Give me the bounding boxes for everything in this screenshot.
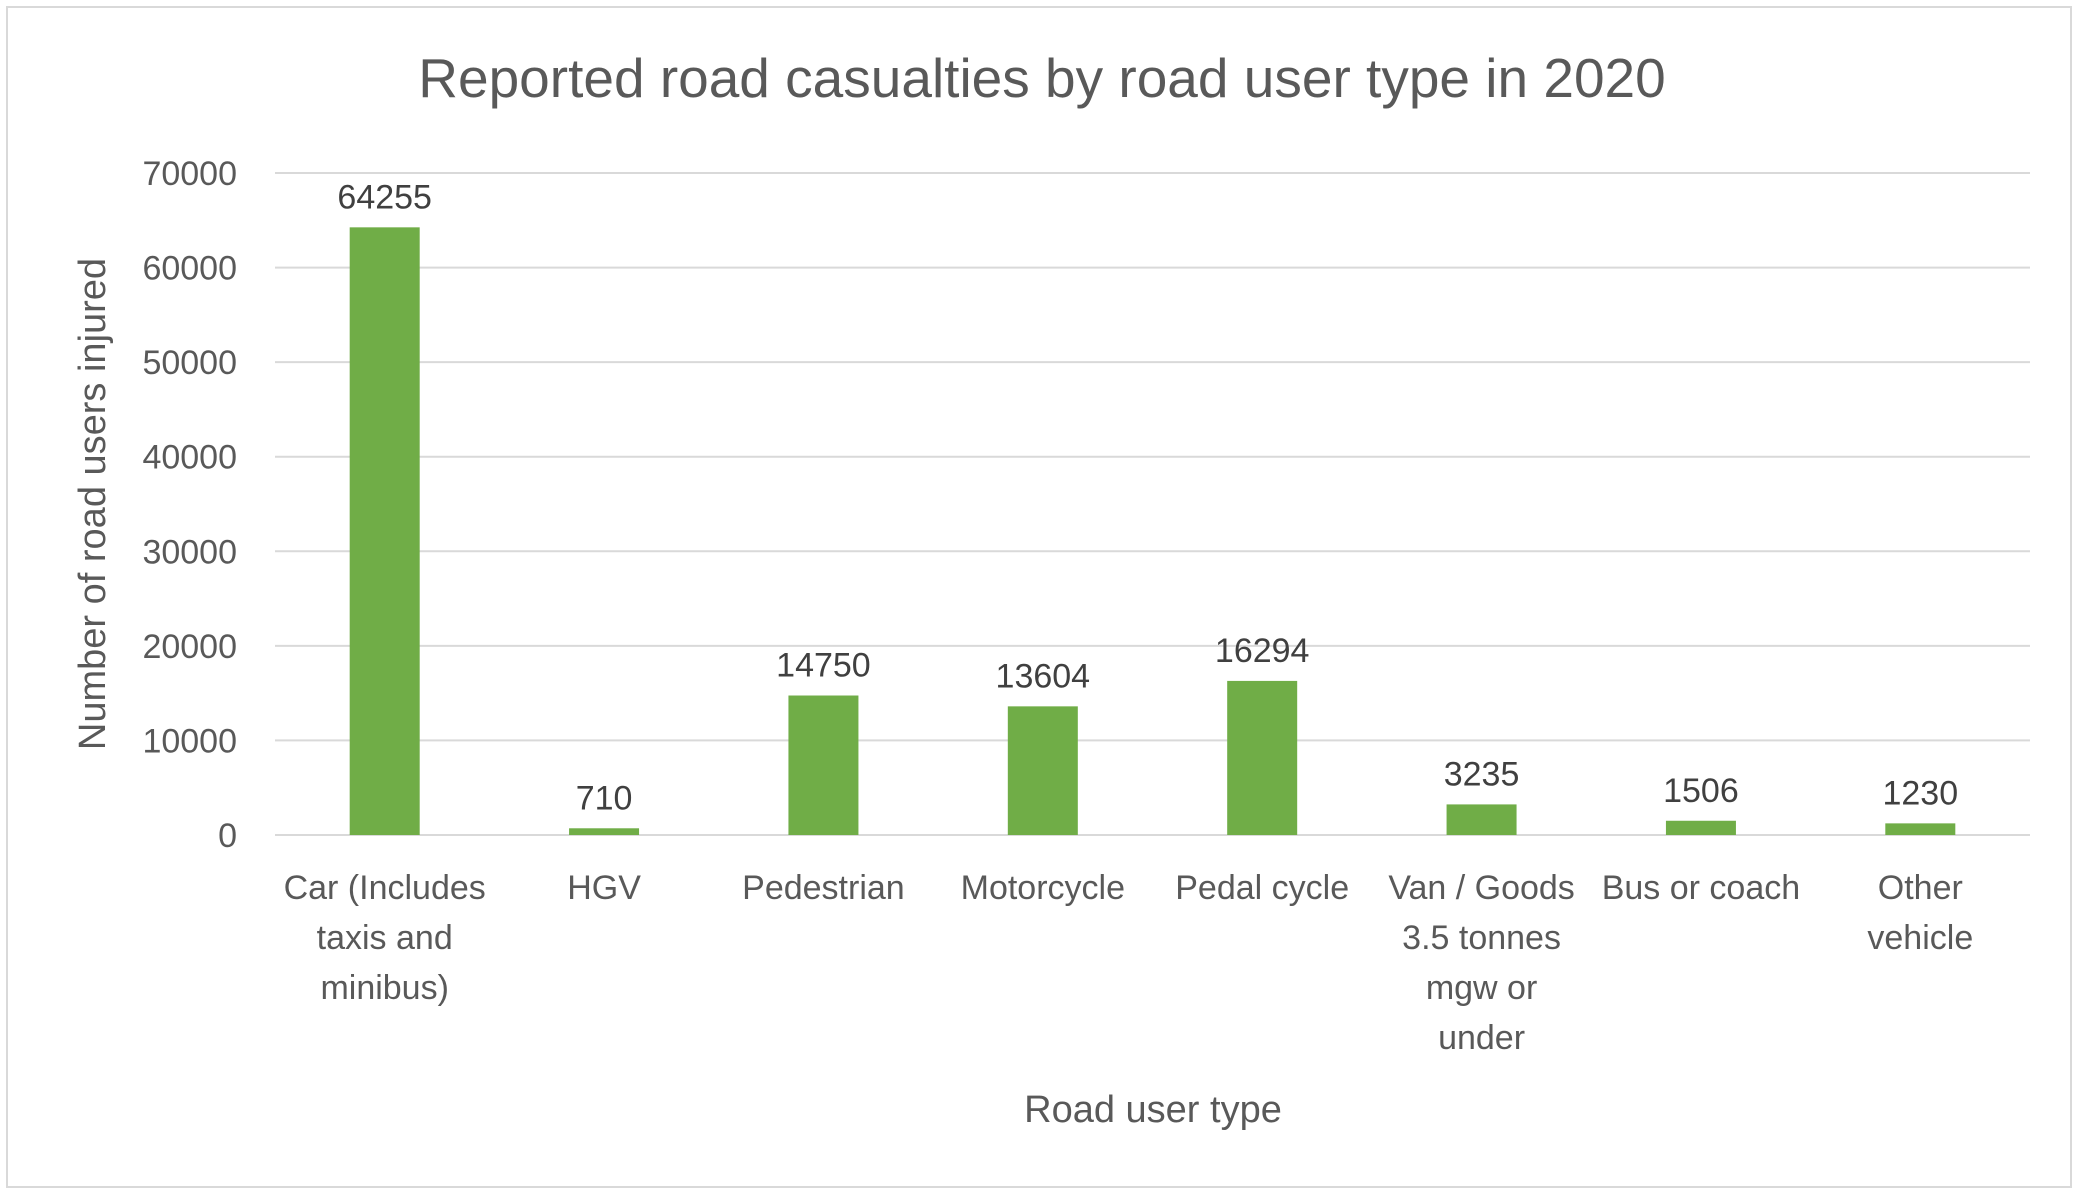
x-axis-title: Road user type [1024, 1089, 1282, 1131]
x-category-label: Motorcycle [961, 869, 1125, 907]
data-label: 1230 [1882, 774, 1958, 812]
y-axis-ticks: 0 10000 20000 30000 40000 50000 60000 70000 [142, 155, 237, 855]
chart-title: Reported road casualties by road user ty… [418, 47, 1665, 109]
bar [1665, 820, 1736, 835]
y-tick-label: 50000 [142, 344, 237, 382]
bar [569, 828, 640, 835]
y-tick-label: 40000 [142, 439, 237, 477]
y-tick-label: 70000 [142, 155, 237, 193]
data-label: 710 [576, 779, 633, 817]
bars [349, 227, 1956, 835]
data-label: 13604 [996, 657, 1091, 695]
data-label: 1506 [1663, 772, 1739, 810]
y-axis-title: Number of road users injured [72, 258, 114, 750]
data-label: 14750 [776, 647, 871, 685]
y-tick-label: 30000 [142, 533, 237, 571]
x-category-label: Pedestrian [742, 869, 905, 907]
x-category-label: Pedal cycle [1175, 869, 1349, 907]
x-category-label: Other [1878, 869, 1963, 907]
y-tick-label: 20000 [142, 628, 237, 666]
x-category-label: taxis and [317, 919, 453, 957]
bar [349, 227, 420, 835]
x-category-label: mgw or [1426, 969, 1537, 1007]
bar [1446, 804, 1517, 835]
x-category-label: minibus) [320, 969, 448, 1007]
x-category-label: vehicle [1867, 919, 1973, 957]
data-label: 16294 [1215, 632, 1310, 670]
x-category-label: Van / Goods [1388, 869, 1575, 907]
bar [1885, 823, 1956, 835]
x-category-label: 3.5 tonnes [1402, 919, 1561, 957]
bar [788, 695, 859, 835]
y-tick-label: 10000 [142, 722, 237, 760]
x-category-label: under [1438, 1019, 1525, 1057]
bar [1227, 680, 1298, 835]
y-tick-label: 0 [218, 817, 237, 855]
data-label: 3235 [1444, 755, 1520, 793]
y-tick-label: 60000 [142, 250, 237, 288]
x-category-label: Car (Includes [284, 869, 486, 907]
data-labels: 64255 710 14750 13604 16294 3235 1506 1230 [337, 178, 1958, 817]
gridlines [275, 172, 2030, 836]
x-category-label: Bus or coach [1602, 869, 1800, 907]
data-label: 64255 [337, 178, 432, 216]
bar [1007, 706, 1078, 835]
x-axis-categories: Car (Includes taxis and minibus) HGV Pedestr… [284, 869, 1974, 1057]
x-category-label: HGV [567, 869, 641, 907]
